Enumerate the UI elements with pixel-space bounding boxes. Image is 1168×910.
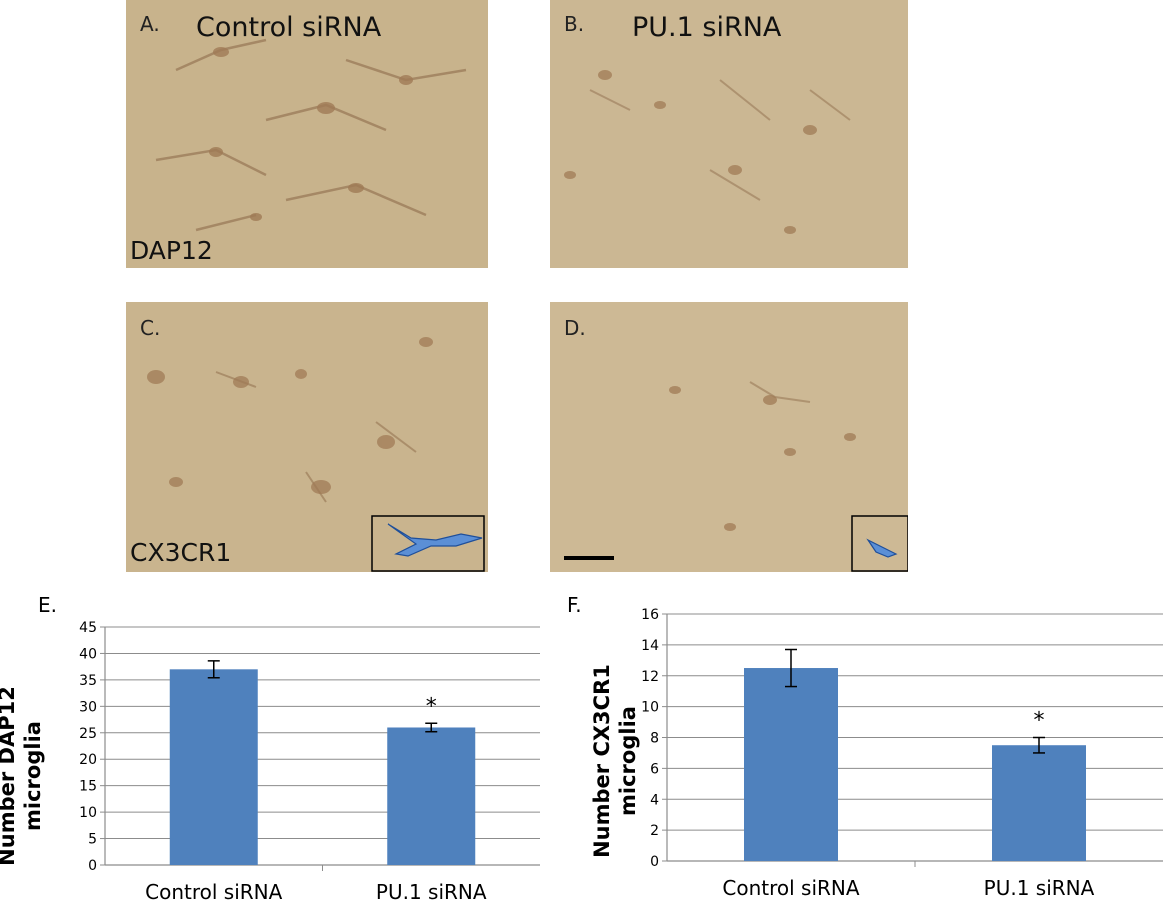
chart-e-ytick-label: 45 xyxy=(79,620,97,636)
micrograph-panel-c: C. CX3CR1 xyxy=(126,302,488,572)
micrograph-panel-a: A. Control siRNA DAP12 xyxy=(126,0,488,268)
micrograph-image-c xyxy=(126,302,488,572)
chart-e-category-label: PU.1 siRNA xyxy=(376,880,487,904)
chart-f-bar xyxy=(992,745,1086,861)
chart-f-bar xyxy=(744,668,838,861)
chart-e: E. Number DAP12 microglia 0 5 10 15 20 25 30 35… xyxy=(0,585,560,910)
chart-f: F. Number CX3CR1 microglia 0 2 4 6 8 10 12 14 16… xyxy=(567,585,1168,910)
chart-f-ytick-label: 6 xyxy=(650,761,659,777)
scale-bar xyxy=(564,556,614,560)
micrograph-image-d xyxy=(550,302,908,572)
panel-letter-a: A. xyxy=(140,12,160,36)
panel-letter-c: C. xyxy=(140,316,161,340)
chart-e-ytick-label: 20 xyxy=(79,752,97,768)
marker-label-dap12: DAP12 xyxy=(130,236,213,265)
chart-f-plot: 0 2 4 6 8 10 12 14 16 Control siRNA * PU.1 siRNA xyxy=(641,607,1163,900)
chart-f-ytick-label: 2 xyxy=(650,823,659,839)
chart-f-category-label: Control siRNA xyxy=(722,876,859,900)
chart-e-ytick-label: 30 xyxy=(79,699,97,715)
chart-f-ytick-label: 4 xyxy=(650,792,659,808)
chart-e-ytick-label: 15 xyxy=(79,779,97,795)
chart-f-ytick-label: 14 xyxy=(641,638,659,654)
micrograph-image-b xyxy=(550,0,908,268)
chart-e-ytick-label: 25 xyxy=(79,726,97,742)
marker-label-cx3cr1: CX3CR1 xyxy=(130,538,232,567)
micrograph-image-a xyxy=(126,0,488,268)
chart-e-ytick-label: 0 xyxy=(88,858,97,874)
chart-e-ytick-label: 40 xyxy=(79,646,97,662)
chart-f-ytick-label: 10 xyxy=(641,700,659,716)
panel-letter-b: B. xyxy=(564,12,585,36)
chart-f-ytick-label: 0 xyxy=(650,854,659,870)
micrograph-panel-d: D. xyxy=(550,302,908,572)
chart-f-category-label: PU.1 siRNA xyxy=(984,876,1095,900)
chart-f-ytick-label: 8 xyxy=(650,731,659,747)
chart-e-bar xyxy=(387,727,476,865)
chart-f-ytick-label: 12 xyxy=(641,669,659,685)
panel-title-control: Control siRNA xyxy=(196,12,382,43)
chart-e-bar xyxy=(169,669,258,865)
chart-e-ytick-label: 35 xyxy=(79,673,97,689)
chart-f-significance-asterisk: * xyxy=(1034,709,1045,734)
chart-e-ytick-label: 10 xyxy=(79,805,97,821)
chart-e-category-label: Control siRNA xyxy=(145,880,282,904)
micrograph-panel-b: B. PU.1 siRNA xyxy=(550,0,908,268)
panel-letter-d: D. xyxy=(564,316,586,340)
chart-e-plot: 0 5 10 15 20 25 30 35 40 45 Control siRNA * PU.1 siR… xyxy=(79,620,540,904)
panel-title-pu1: PU.1 siRNA xyxy=(632,12,782,43)
chart-f-ytick-label: 16 xyxy=(641,607,659,623)
chart-letter-e: E. xyxy=(38,593,57,617)
chart-e-significance-asterisk: * xyxy=(426,694,437,719)
chart-e-ytick-label: 5 xyxy=(88,832,97,848)
chart-letter-f: F. xyxy=(567,593,582,617)
